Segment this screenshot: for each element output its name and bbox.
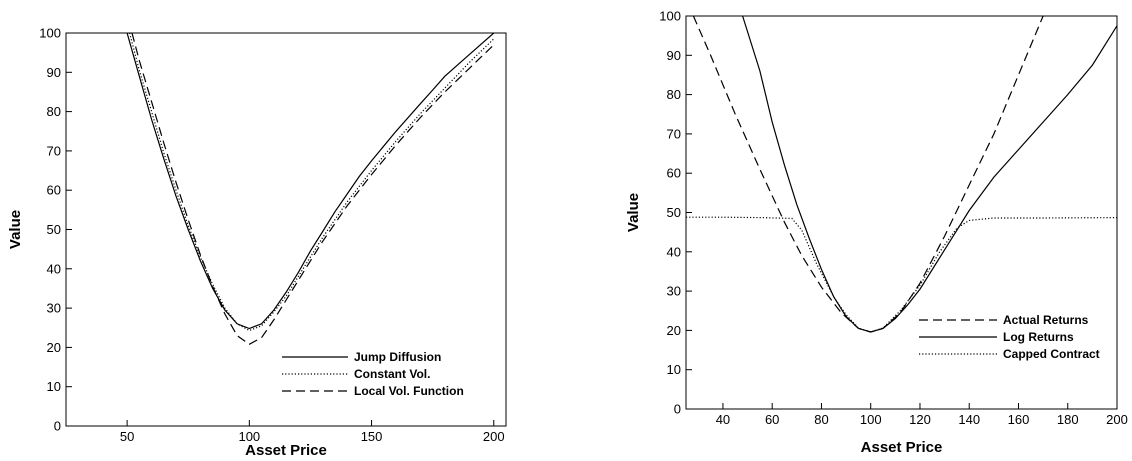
- plot-frame: [65, 32, 507, 427]
- y-tick-label: 90: [667, 48, 681, 63]
- x-tick-label: 80: [814, 412, 828, 427]
- y-tick-label: 70: [667, 126, 681, 141]
- series-line-3: [131, 33, 495, 346]
- y-tick-label: 30: [667, 284, 681, 299]
- y-tick-label: 10: [47, 379, 61, 394]
- x-tick-label: 120: [909, 412, 931, 427]
- y-tick-label: 70: [47, 143, 61, 158]
- legend-label-3: Local Vol. Function: [354, 384, 464, 398]
- y-tick-label: 60: [667, 166, 681, 181]
- y-tick-label: 20: [667, 323, 681, 338]
- x-tick-label: 200: [1106, 412, 1128, 427]
- x-tick-label: 100: [860, 412, 882, 427]
- y-tick-label: 90: [47, 65, 61, 80]
- y-tick-label: 40: [47, 261, 61, 276]
- series-line-1: [692, 16, 1044, 333]
- legend-label-2: Log Returns: [1003, 330, 1074, 344]
- legend-label-3: Capped Contract: [1003, 347, 1100, 361]
- y-tick-label: 0: [674, 402, 681, 417]
- series-line-2: [129, 33, 495, 332]
- legend-label-1: Jump Diffusion: [354, 350, 441, 364]
- y-tick-label: 80: [47, 104, 61, 119]
- x-tick-label: 100: [238, 429, 260, 444]
- series-group: [686, 16, 1117, 333]
- y-tick-label: 20: [47, 340, 61, 355]
- y-tick-label: 40: [667, 244, 681, 259]
- y-tick-label: 100: [39, 26, 61, 41]
- y-tick-label: 10: [667, 362, 681, 377]
- y-tick-label: 60: [47, 183, 61, 198]
- y-tick-label: 50: [47, 222, 61, 237]
- y-tick-label: 50: [667, 205, 681, 220]
- legend: Jump Diffusion Constant Vol. Local Vol. Fu…: [282, 350, 464, 398]
- x-tick-label: 180: [1057, 412, 1079, 427]
- series-line-2: [742, 16, 1117, 333]
- y-axis-title: Value: [7, 210, 24, 249]
- y-tick-label: 30: [47, 301, 61, 316]
- x-axis-title: Asset Price: [245, 442, 327, 459]
- x-tick-label: 40: [716, 412, 730, 427]
- x-tick-label: 160: [1008, 412, 1030, 427]
- y-axis-title: Value: [625, 193, 642, 232]
- y-tick-label: 80: [667, 87, 681, 102]
- series-group: [126, 33, 495, 346]
- x-tick-label: 50: [120, 429, 134, 444]
- x-tick-label: 140: [958, 412, 980, 427]
- x-tick-label: 150: [361, 429, 383, 444]
- legend-label-1: Actual Returns: [1003, 313, 1089, 327]
- chart-1: 0 10 20 30 40 50 60 70 80 90 100 50 100 150 200 Asset P…: [7, 26, 507, 459]
- legend-label-2: Constant Vol.: [354, 367, 430, 381]
- x-axis-title: Asset Price: [861, 439, 943, 456]
- series-line-3: [686, 216, 1117, 333]
- x-tick-label: 200: [483, 429, 505, 444]
- legend: Actual Returns Log Returns Capped Contract: [919, 313, 1100, 361]
- series-line-1: [126, 33, 495, 330]
- y-tick-label: 0: [54, 419, 61, 434]
- y-tick-label: 100: [659, 9, 681, 24]
- chart-2: 0 10 20 30 40 50 60 70 80 90 100 40 60 80 100 120 140 160…: [625, 9, 1128, 457]
- x-tick-label: 60: [765, 412, 779, 427]
